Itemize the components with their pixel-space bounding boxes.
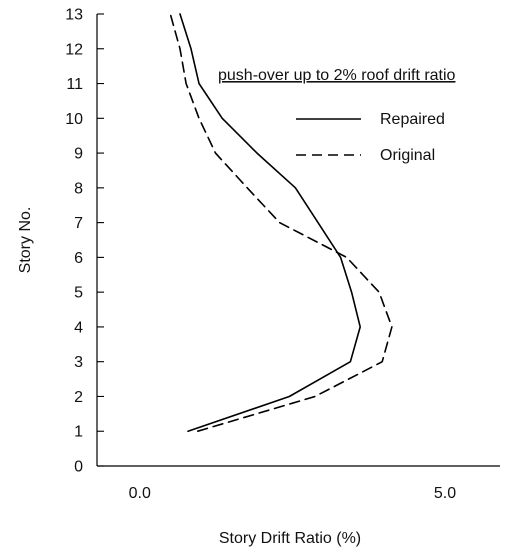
y-tick-label-9: 9 [74, 146, 83, 163]
y-axis-label: Story No. [17, 207, 34, 274]
data-point-original-7 [278, 221, 282, 225]
data-point-original-11 [184, 82, 188, 86]
data-point-repaired-1 [186, 429, 190, 433]
chart-annotation: push-over up to 2% roof drift ratio [218, 67, 456, 84]
data-point-repaired-2 [288, 395, 292, 399]
x-tick-label-1: 5.0 [434, 485, 456, 502]
y-tick-label-10: 10 [65, 111, 83, 128]
x-axis-label: Story Drift Ratio (%) [219, 530, 361, 547]
data-point-repaired-8 [294, 186, 298, 190]
y-tick-label-11: 11 [66, 76, 83, 93]
data-point-repaired-10 [220, 117, 224, 121]
y-tick-label-8: 8 [74, 180, 83, 197]
data-point-original-13 [168, 12, 172, 16]
data-point-repaired-7 [316, 221, 320, 225]
data-point-original-1 [196, 429, 200, 433]
data-point-repaired-12 [189, 47, 193, 51]
x-tick-label-0: 0.0 [129, 485, 151, 502]
y-tick-label-4: 4 [74, 319, 83, 336]
data-point-original-3 [380, 360, 384, 364]
legend-label-repaired: Repaired [380, 111, 445, 128]
data-point-repaired-3 [349, 360, 353, 364]
data-point-original-8 [245, 186, 249, 190]
y-tick-label-0: 0 [74, 459, 83, 476]
data-point-original-4 [390, 325, 394, 329]
series-line-repaired [179, 13, 361, 432]
y-tick-label-2: 2 [74, 389, 83, 406]
legend: Repaired Original [296, 111, 445, 164]
y-tick-label-3: 3 [74, 354, 83, 371]
data-point-original-6 [345, 256, 349, 260]
data-point-repaired-11 [197, 82, 201, 86]
y-tick-label-6: 6 [74, 250, 83, 267]
data-point-repaired-13 [178, 12, 182, 16]
legend-label-original: Original [380, 147, 435, 164]
data-point-original-10 [197, 117, 201, 121]
y-tick-label-12: 12 [65, 41, 83, 58]
y-tick-label-5: 5 [74, 285, 83, 302]
data-point-repaired-6 [339, 256, 343, 260]
data-point-original-2 [313, 395, 317, 399]
data-point-repaired-4 [358, 325, 362, 329]
y-tick-label-7: 7 [74, 215, 83, 232]
data-point-original-5 [377, 290, 381, 294]
data-point-original-12 [178, 47, 182, 51]
y-tick-label-13: 13 [65, 7, 83, 24]
series-layer [168, 12, 394, 433]
data-point-original-9 [214, 151, 218, 155]
data-point-repaired-9 [255, 151, 259, 155]
data-point-repaired-5 [350, 290, 354, 294]
series-line-original [169, 13, 393, 432]
y-tick-label-1: 1 [74, 424, 83, 441]
